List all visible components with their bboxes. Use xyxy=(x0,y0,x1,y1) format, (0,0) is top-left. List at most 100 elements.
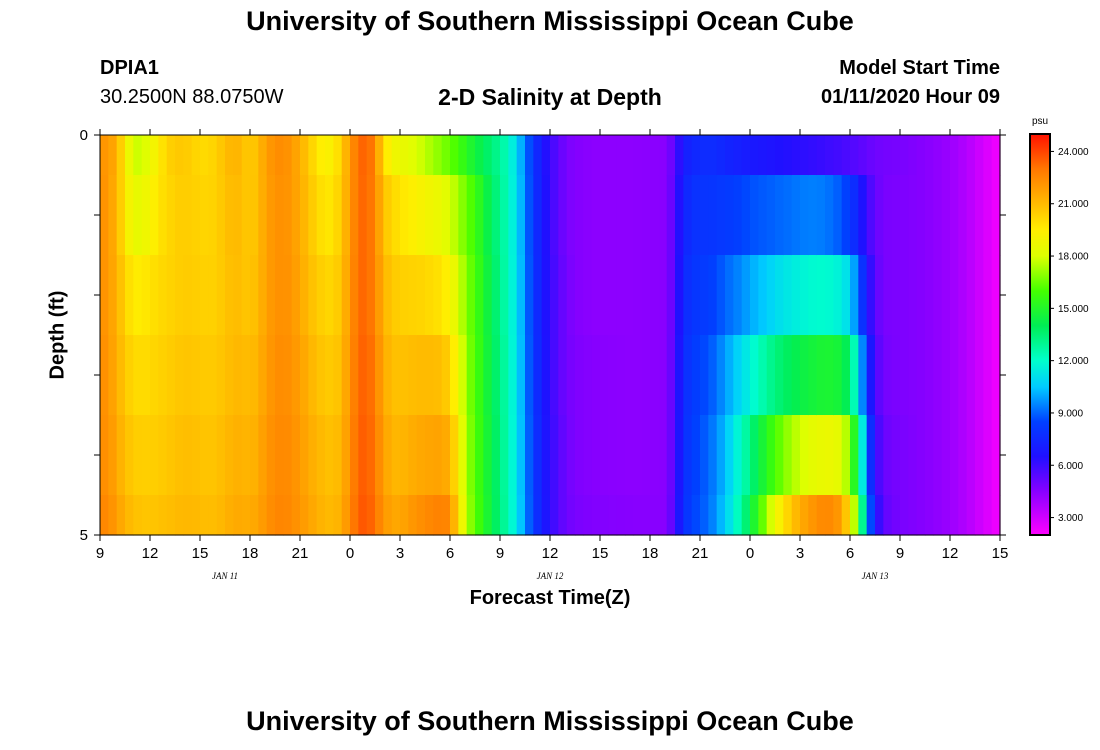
heatmap-cell xyxy=(225,175,234,256)
heatmap-cell xyxy=(341,135,351,176)
heatmap-cell xyxy=(400,175,409,256)
heatmap-cell xyxy=(441,175,451,256)
heatmap-cell xyxy=(341,175,351,256)
heatmap-cell xyxy=(683,175,693,256)
heatmap-cell xyxy=(383,495,393,536)
heatmap-cell xyxy=(916,135,926,176)
heatmap-cell xyxy=(341,495,351,536)
y-tick-label: 5 xyxy=(80,527,88,544)
heatmap-cell xyxy=(441,135,451,176)
heatmap-cell xyxy=(216,335,226,416)
heatmap-cell xyxy=(891,255,901,336)
x-tick-label: 15 xyxy=(992,545,1009,562)
heatmap-cell xyxy=(683,415,693,496)
heatmap-cell xyxy=(983,135,993,176)
heatmap-cell xyxy=(375,175,384,256)
heatmap-cell xyxy=(308,135,318,176)
heatmap-cell xyxy=(133,495,143,536)
heatmap-cell xyxy=(525,135,534,176)
heatmap-cell xyxy=(958,135,968,176)
heatmap-cell xyxy=(175,495,184,536)
heatmap-cell xyxy=(891,415,901,496)
heatmap-cell xyxy=(933,175,943,256)
y-axis: 05 xyxy=(80,127,1006,544)
heatmap-cell xyxy=(241,415,251,496)
heatmap-cell xyxy=(975,335,984,416)
heatmap-cell xyxy=(325,495,334,536)
heatmap-cell xyxy=(158,135,168,176)
heatmap-cell xyxy=(125,415,134,496)
heatmap-cell xyxy=(616,415,626,496)
heatmap-cell xyxy=(141,175,151,256)
heatmap-cell xyxy=(558,495,568,536)
heatmap-cell xyxy=(350,255,359,336)
heatmap-cell xyxy=(150,335,159,416)
heatmap-cell xyxy=(550,175,559,256)
heatmap-cell xyxy=(891,135,901,176)
heatmap-cell xyxy=(258,255,268,336)
heatmap-cell xyxy=(241,335,251,416)
colorbar-gradient xyxy=(1029,133,1051,536)
heatmap-cell xyxy=(983,255,993,336)
heatmap-cell xyxy=(575,255,584,336)
heatmap-cell xyxy=(283,335,293,416)
heatmap-cell xyxy=(333,495,343,536)
heatmap-cell xyxy=(250,135,259,176)
heatmap-cell xyxy=(358,135,368,176)
footer-title: University of Southern Mississippi Ocean… xyxy=(246,706,854,736)
heatmap-cell xyxy=(725,495,734,536)
heatmap-cell xyxy=(800,255,809,336)
heatmap-cell xyxy=(158,415,168,496)
heatmap-cell xyxy=(966,415,976,496)
heatmap-cell xyxy=(425,135,434,176)
heatmap-cell xyxy=(725,175,734,256)
heatmap-cell xyxy=(666,135,676,176)
heatmap-cell xyxy=(708,495,718,536)
heatmap-cell xyxy=(891,175,901,256)
heatmap-cell xyxy=(883,255,893,336)
heatmap-cell xyxy=(416,335,426,416)
heatmap-cell xyxy=(566,415,576,496)
heatmap-cell xyxy=(800,175,809,256)
heatmap-cell xyxy=(566,135,576,176)
heatmap-cell xyxy=(708,335,718,416)
heatmap-cell xyxy=(925,175,934,256)
heatmap-cell xyxy=(433,415,443,496)
heatmap-cell xyxy=(116,495,126,536)
heatmap-cell xyxy=(166,415,176,496)
heatmap-cell xyxy=(550,135,559,176)
heatmap-cell xyxy=(466,135,476,176)
heatmap-cell xyxy=(475,175,484,256)
heatmap-cell xyxy=(200,415,209,496)
heatmap-cell xyxy=(941,335,951,416)
heatmap-cell xyxy=(633,415,643,496)
heatmap-cell xyxy=(150,135,159,176)
heatmap-cell xyxy=(425,175,434,256)
heatmap-cell xyxy=(491,135,501,176)
heatmap-cell xyxy=(366,255,376,336)
heatmap-cell xyxy=(700,335,709,416)
heatmap-cell xyxy=(883,415,893,496)
heatmap-cell xyxy=(491,495,501,536)
heatmap-cell xyxy=(916,495,926,536)
heatmap-cell xyxy=(741,495,751,536)
heatmap-cell xyxy=(166,175,176,256)
heatmap-cell xyxy=(616,175,626,256)
heatmap-cell xyxy=(100,415,109,496)
heatmap-cell xyxy=(258,495,268,536)
heatmap-cell xyxy=(833,495,843,536)
heatmap-cell xyxy=(583,255,593,336)
x-tick-label: 15 xyxy=(192,545,209,562)
heatmap-cell xyxy=(466,415,476,496)
heatmap-cell xyxy=(375,495,384,536)
heatmap-cell xyxy=(750,335,759,416)
heatmap-cell xyxy=(983,495,993,536)
heatmap-cell xyxy=(125,335,134,416)
heatmap-cell xyxy=(833,335,843,416)
heatmap-cell xyxy=(916,335,926,416)
heatmap-cell xyxy=(600,255,609,336)
heatmap-cell xyxy=(850,135,859,176)
heatmap-cell xyxy=(758,335,768,416)
heatmap-cell xyxy=(558,255,568,336)
heatmap-cell xyxy=(158,175,168,256)
